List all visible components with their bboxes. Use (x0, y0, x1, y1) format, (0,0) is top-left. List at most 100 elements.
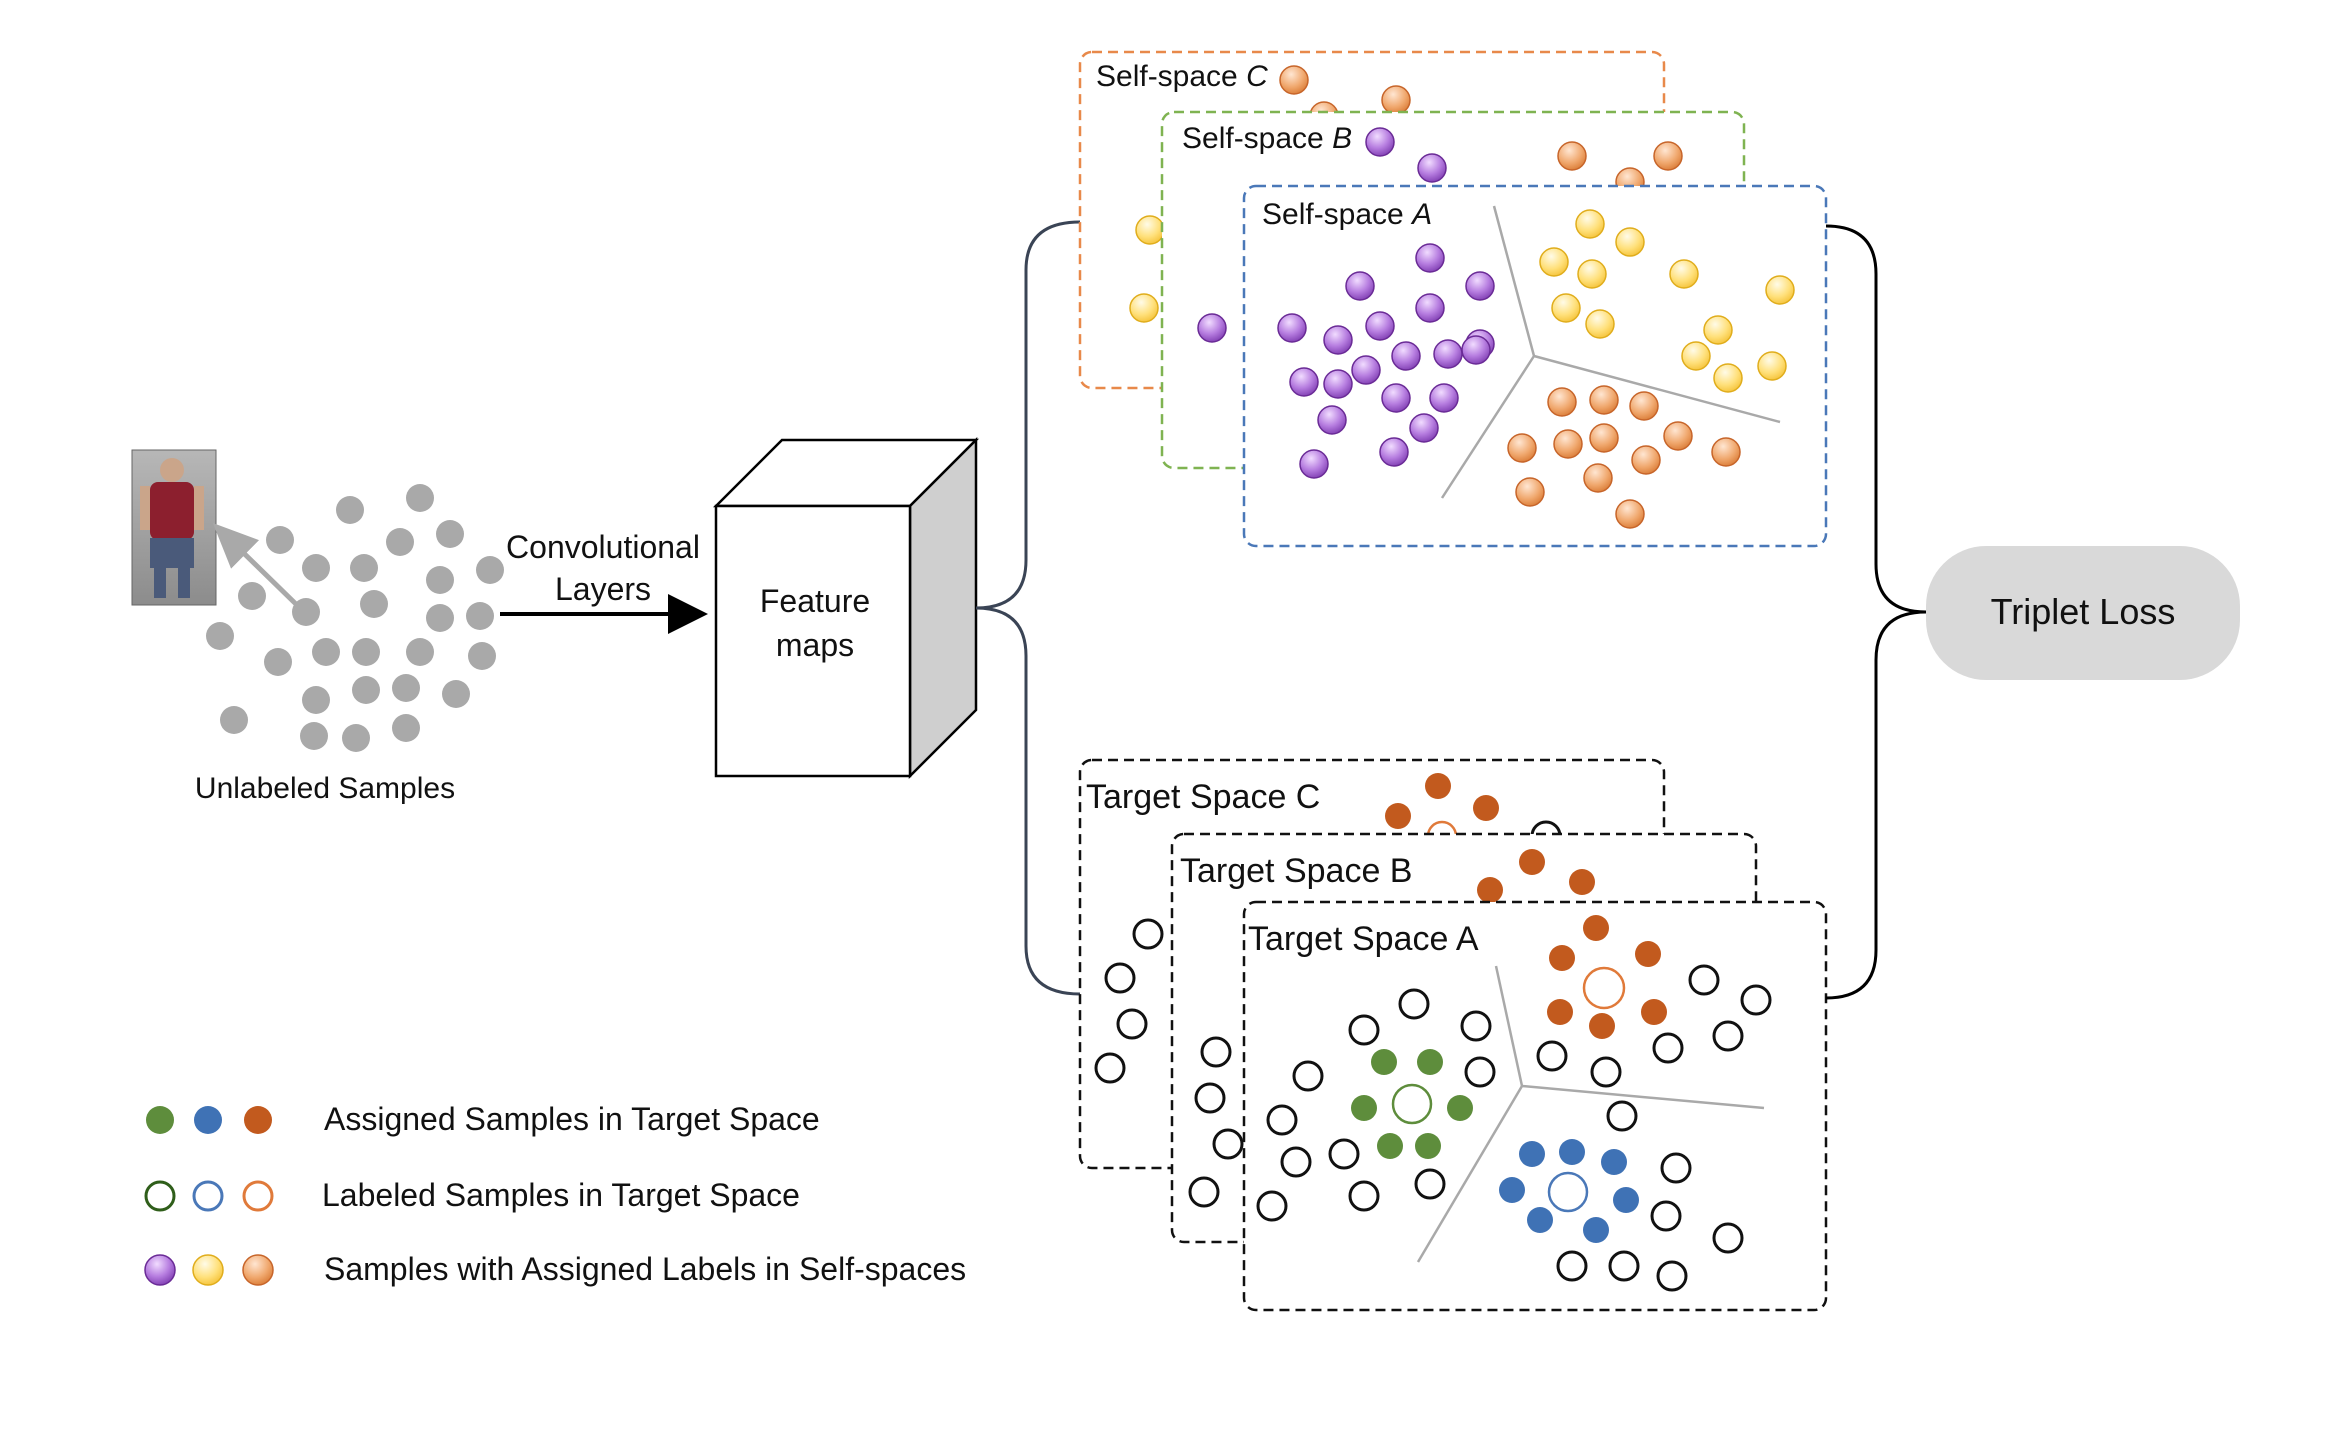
unassigned-sample (1266, 1104, 1298, 1136)
right-brace (1825, 224, 1927, 1000)
unlabeled-sample (264, 648, 292, 676)
purple-sample (1381, 383, 1411, 413)
assigned-sample (1583, 915, 1609, 941)
legend-swatch (144, 1180, 176, 1212)
unlabeled-sample (442, 680, 470, 708)
partition-line (1492, 205, 1536, 357)
assigned-sample (1425, 773, 1451, 799)
unassigned-sample (1660, 1152, 1692, 1184)
target-space-a-samples (1256, 915, 1772, 1292)
unlabeled-sample (312, 638, 340, 666)
self-space-b-label: Self-space B (1182, 122, 1352, 155)
assigned-sample (1385, 803, 1411, 829)
assigned-sample (1351, 1095, 1377, 1121)
unassigned-sample (1194, 1082, 1226, 1114)
unassigned-sample (1590, 1056, 1622, 1088)
orange-sample (1615, 499, 1645, 529)
yellow-sample (1765, 275, 1795, 305)
assigned-sample (1377, 1133, 1403, 1159)
unlabeled-sample (352, 638, 380, 666)
purple-sample (1345, 271, 1375, 301)
left-brace (975, 220, 1081, 996)
yellow-sample (1703, 315, 1733, 345)
unassigned-sample (1348, 1180, 1380, 1212)
yellow-sample (1551, 293, 1581, 323)
unassigned-sample (1116, 1008, 1148, 1040)
yellow-sample (1757, 351, 1787, 381)
unlabeled-sample (206, 622, 234, 650)
yellow-sample (1615, 227, 1645, 257)
labeled-sample (1391, 1083, 1433, 1125)
unassigned-sample (1536, 1040, 1568, 1072)
unlabeled-sample (360, 590, 388, 618)
self-space-c-label: Self-space C (1096, 60, 1268, 93)
legend: Assigned Samples in Target Space Labeled… (144, 1101, 966, 1287)
unassigned-sample (1398, 988, 1430, 1020)
unlabeled-sample (266, 526, 294, 554)
purple-sample (1429, 383, 1459, 413)
assigned-sample (1371, 1049, 1397, 1075)
unassigned-sample (1556, 1250, 1588, 1282)
purple-sample (1197, 313, 1227, 343)
yellow-sample (1539, 247, 1569, 277)
purple-sample (1323, 369, 1353, 399)
assigned-sample (1527, 1207, 1553, 1233)
purple-sample (1299, 449, 1329, 479)
unlabeled-sample (392, 714, 420, 742)
unassigned-sample (1712, 1020, 1744, 1052)
legend-swatch (242, 1180, 274, 1212)
conv-label-line2: Layers (555, 571, 651, 607)
orange-sample (1557, 141, 1587, 171)
unlabeled-sample (466, 602, 494, 630)
target-space-b-samples (1188, 849, 1595, 1208)
partition-line (1494, 965, 1524, 1087)
purple-sample (1415, 243, 1445, 273)
target-space-a: Target Space A (1242, 900, 1828, 1312)
purple-sample (1317, 405, 1347, 435)
assigned-sample (1549, 945, 1575, 971)
assigned-sample (1613, 1187, 1639, 1213)
unassigned-sample (1200, 1036, 1232, 1068)
feature-maps-line1: Feature (760, 583, 870, 619)
orange-sample (1631, 445, 1661, 475)
purple-sample (1409, 413, 1439, 443)
unlabeled-sample (302, 554, 330, 582)
unlabeled-sample (350, 554, 378, 582)
assigned-sample (1499, 1177, 1525, 1203)
labeled-sample (1547, 1171, 1589, 1213)
orange-sample (1381, 85, 1411, 115)
assigned-sample (1519, 1141, 1545, 1167)
target-space-b-label: Target Space B (1180, 852, 1412, 890)
unlabeled-sample (406, 484, 434, 512)
assigned-sample (1547, 999, 1573, 1025)
self-space-a: Self-space A (1197, 184, 1828, 548)
legend-text: Assigned Samples in Target Space (324, 1101, 820, 1137)
unassigned-sample (1414, 1168, 1446, 1200)
orange-sample (1279, 65, 1309, 95)
unassigned-sample (1132, 918, 1164, 950)
orange-sample (1711, 437, 1741, 467)
unlabeled-sample (436, 520, 464, 548)
orange-sample (1653, 141, 1683, 171)
orange-sample (1629, 391, 1659, 421)
purple-sample (1277, 313, 1307, 343)
triplet-loss-label: Triplet Loss (1991, 591, 2176, 632)
orange-sample (1553, 429, 1583, 459)
assigned-sample (1473, 795, 1499, 821)
unassigned-sample (1650, 1200, 1682, 1232)
yellow-sample (1585, 309, 1615, 339)
assigned-sample (1635, 941, 1661, 967)
orange-sample (1589, 385, 1619, 415)
yellow-sample (1713, 363, 1743, 393)
assigned-sample (1415, 1133, 1441, 1159)
unassigned-sample (1256, 1190, 1288, 1222)
orange-sample (1547, 387, 1577, 417)
unassigned-sample (1212, 1128, 1244, 1160)
orange-sample (1663, 421, 1693, 451)
unassigned-sample (1740, 984, 1772, 1016)
unassigned-sample (1688, 964, 1720, 996)
sample-to-image-arrow (212, 523, 302, 610)
assigned-sample (1417, 1049, 1443, 1075)
partition-line (1533, 354, 1781, 424)
